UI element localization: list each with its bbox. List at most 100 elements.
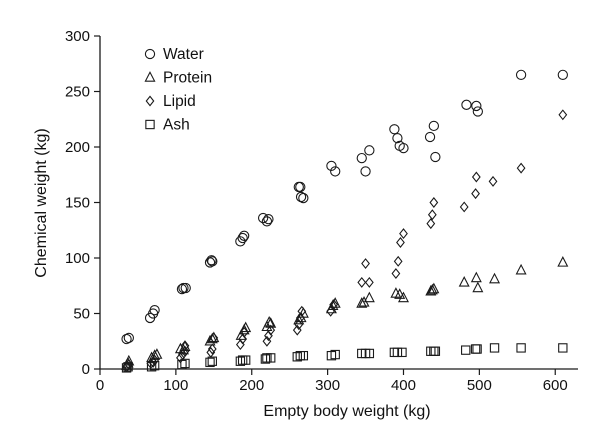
protein-point <box>363 291 375 303</box>
water-point <box>472 106 483 117</box>
series-lipid <box>122 109 568 373</box>
ash-point <box>207 356 217 366</box>
legend-item-lipid: Lipid <box>145 93 196 110</box>
legend-marker-water <box>144 48 156 60</box>
protein-point <box>397 291 409 303</box>
water-point <box>398 142 409 154</box>
ash-point <box>240 355 251 365</box>
water-point <box>235 236 246 247</box>
ash-point <box>123 362 133 372</box>
ash-point <box>489 343 500 353</box>
ash-point <box>364 348 375 359</box>
x-tick-label: 300 <box>315 377 340 394</box>
lipid-point <box>207 343 217 355</box>
water-point <box>176 283 188 295</box>
series-water <box>121 69 568 345</box>
protein-point <box>265 317 277 328</box>
ash-point <box>235 356 246 366</box>
legend-marker-ash <box>145 119 155 130</box>
water-point <box>360 166 371 177</box>
lipid-point <box>148 356 158 368</box>
protein-point <box>515 263 527 275</box>
x-tick-label: 100 <box>163 377 188 394</box>
y-tick-label: 200 <box>65 139 90 156</box>
lipid-point <box>516 162 526 174</box>
ash-point <box>266 353 276 363</box>
ash-point <box>177 359 187 370</box>
lipid-point <box>471 188 480 200</box>
x-tick-label: 200 <box>239 377 264 394</box>
x-tick-label: 500 <box>467 377 492 394</box>
lipid-point <box>326 305 336 317</box>
water-point <box>263 213 274 225</box>
water-point <box>257 212 269 224</box>
water-point <box>326 160 337 172</box>
protein-point <box>470 271 482 283</box>
protein-point <box>394 288 406 299</box>
lipid-point <box>364 276 374 288</box>
legend-label-ash: Ash <box>163 117 190 134</box>
protein-point <box>263 315 275 327</box>
lipid-point <box>488 175 498 187</box>
ash-point <box>397 347 407 358</box>
legend-label-protein: Protein <box>163 70 212 87</box>
ash-point <box>558 343 568 353</box>
lipid-point <box>209 332 219 344</box>
water-point <box>471 100 482 112</box>
lipid-point <box>399 228 408 240</box>
protein-point <box>425 284 437 296</box>
ash-point <box>330 349 340 360</box>
water-point <box>389 124 400 135</box>
ash-point <box>461 345 471 355</box>
ash-point <box>298 350 309 361</box>
protein-point <box>426 283 438 295</box>
lipid-point <box>297 305 307 317</box>
lipid-point <box>295 312 305 324</box>
ash-point <box>430 346 441 356</box>
legend-marker-protein <box>144 71 156 82</box>
ash-point <box>121 363 132 373</box>
y-tick-label: 250 <box>65 84 90 101</box>
ash-point <box>180 358 190 369</box>
y-tick-label: 150 <box>65 195 90 212</box>
water-point <box>515 69 527 80</box>
protein-point <box>356 297 368 308</box>
series-protein <box>121 256 569 370</box>
ash-point <box>472 344 482 354</box>
protein-point <box>428 282 440 294</box>
y-axis-title: Chemical weight (kg) <box>33 128 50 277</box>
protein-point <box>208 331 220 343</box>
legend-item-water: Water <box>144 46 204 63</box>
protein-point <box>489 272 501 284</box>
lipid-point <box>150 354 160 366</box>
ash-point <box>260 354 271 364</box>
water-point <box>206 255 217 266</box>
lipid-point <box>361 258 370 270</box>
water-point <box>428 120 439 132</box>
y-tick-label: 100 <box>65 250 90 267</box>
lipid-point <box>294 319 304 331</box>
water-point <box>207 256 218 267</box>
lipid-point <box>558 109 568 121</box>
lipid-point <box>429 197 439 208</box>
lipid-point <box>329 299 339 311</box>
water-point <box>330 166 341 177</box>
legend-marker-lipid <box>145 95 155 107</box>
water-point <box>149 305 160 316</box>
lipid-point <box>180 340 190 352</box>
protein-point <box>458 276 470 287</box>
ash-point <box>292 352 302 362</box>
lipid-point <box>396 236 405 248</box>
lipid-point <box>239 326 249 338</box>
water-point <box>295 181 306 193</box>
water-point <box>121 333 132 345</box>
water-point <box>356 152 367 164</box>
x-tick-label: 0 <box>96 377 104 394</box>
protein-point <box>557 256 569 267</box>
water-point <box>298 192 309 204</box>
x-axis-title: Empty body weight (kg) <box>263 403 430 420</box>
lipid-point <box>471 171 481 183</box>
protein-point <box>293 313 305 325</box>
water-point <box>204 257 216 268</box>
